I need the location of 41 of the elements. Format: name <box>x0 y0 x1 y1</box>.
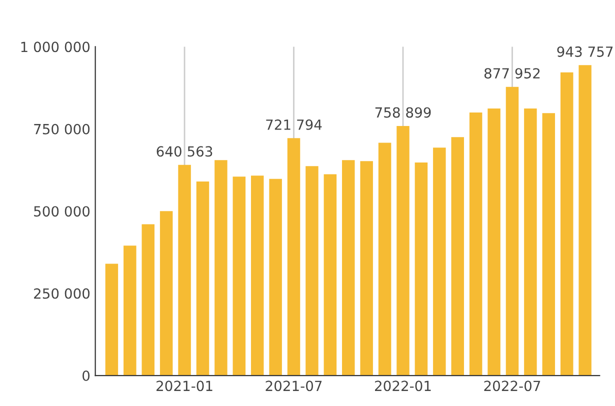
bar <box>542 113 556 376</box>
data-label: 721 794 <box>266 119 322 130</box>
x-tick-label: 2022-07 <box>484 380 540 392</box>
bar <box>360 161 373 376</box>
bar <box>160 211 173 376</box>
bar <box>342 160 355 376</box>
y-tick-label: 500 000 <box>34 206 90 217</box>
y-tick-label: 0 <box>82 370 90 382</box>
bar <box>214 160 228 376</box>
y-tick-label: 1 000 000 <box>21 42 90 52</box>
bar <box>469 112 482 376</box>
bar <box>287 138 300 376</box>
bar <box>196 182 210 376</box>
bar <box>524 108 537 376</box>
bar <box>178 164 191 376</box>
bar <box>488 108 500 376</box>
x-tick-label: 2021-07 <box>266 380 322 392</box>
bar <box>560 72 574 376</box>
y-tick-label: 250 000 <box>34 288 90 299</box>
bar <box>250 176 264 376</box>
bar <box>306 166 318 376</box>
bar <box>433 148 446 376</box>
data-label: 943 757 <box>557 46 613 57</box>
x-tick-label: 2021-01 <box>156 380 212 392</box>
bar <box>269 178 282 376</box>
bar <box>232 176 246 376</box>
bar <box>142 224 154 376</box>
bar <box>414 162 428 376</box>
x-tick-label: 2022-01 <box>375 380 431 392</box>
data-label: 758 899 <box>375 107 431 118</box>
bar <box>324 174 337 376</box>
bar <box>396 126 410 376</box>
bar <box>105 264 118 376</box>
data-label: 640 563 <box>156 146 212 157</box>
bar <box>506 86 519 376</box>
bar <box>451 137 464 376</box>
bar <box>578 65 592 376</box>
data-label: 877 952 <box>484 68 540 79</box>
bar <box>124 246 136 376</box>
y-tick-label: 750 000 <box>34 124 90 134</box>
bar <box>378 142 392 376</box>
